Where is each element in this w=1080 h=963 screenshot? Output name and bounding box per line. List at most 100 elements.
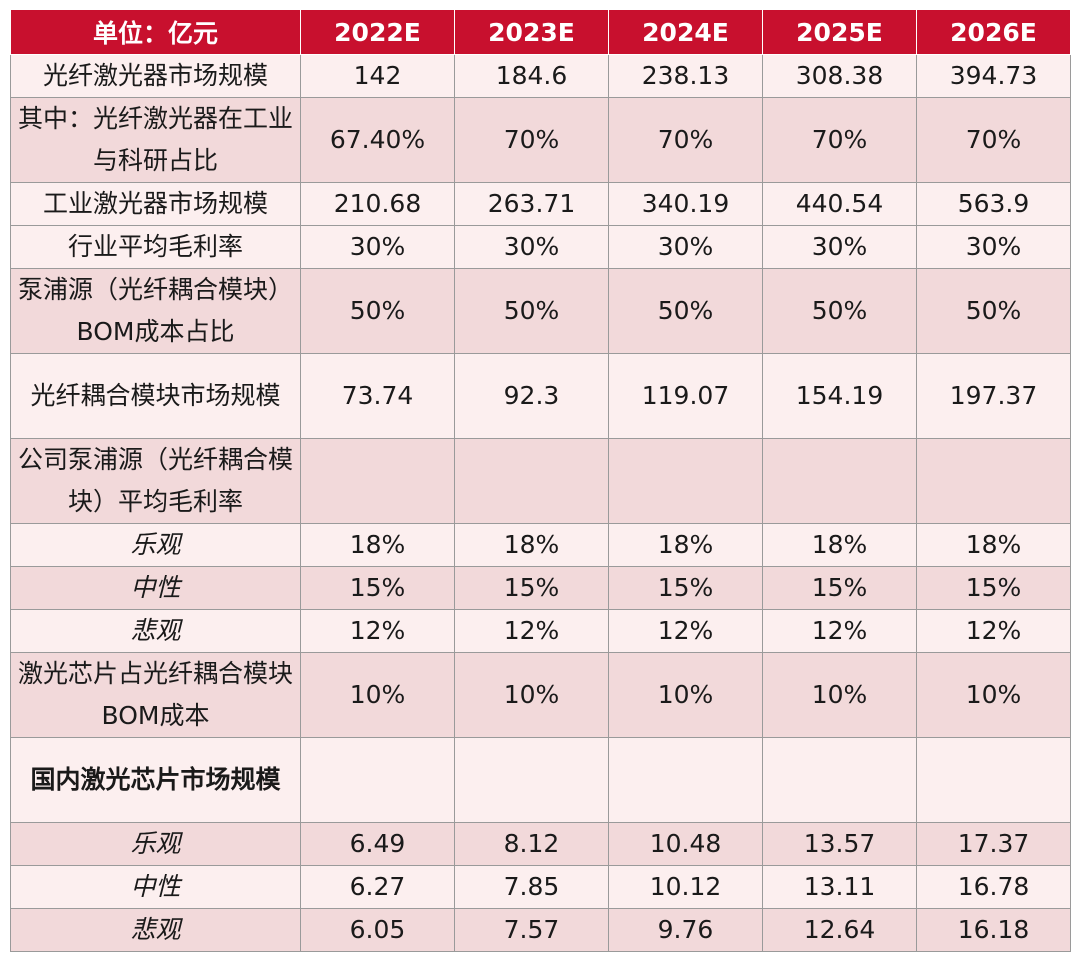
table-cell: 10.12: [608, 865, 763, 909]
table-cell: 10%: [300, 652, 455, 738]
table-cell: 154.19: [762, 353, 917, 439]
table-cell: [300, 737, 455, 823]
table-cell: 18%: [454, 523, 609, 567]
table-row: 激光芯片占光纤耦合模块 BOM成本 10% 10% 10% 10% 10%: [10, 652, 1071, 738]
table-cell: 16.78: [916, 865, 1071, 909]
table-cell: 210.68: [300, 182, 455, 226]
table-cell: 10.48: [608, 822, 763, 866]
table-cell: [608, 737, 763, 823]
table-cell: 6.05: [300, 908, 455, 952]
table-cell: 142: [300, 54, 455, 98]
row-label: 中性: [10, 566, 301, 610]
table-cell: 30%: [300, 225, 455, 269]
row-label: 泵浦源（光纤耦合模块）BOM成本占比: [10, 268, 301, 354]
table-row: 光纤耦合模块市场规模 73.74 92.3 119.07 154.19 197.37: [10, 353, 1071, 439]
table-cell: 7.85: [454, 865, 609, 909]
table-cell: 15%: [300, 566, 455, 610]
table-row: 悲观 6.05 7.57 9.76 12.64 16.18: [10, 908, 1071, 952]
table-row: 中性 6.27 7.85 10.12 13.11 16.78: [10, 865, 1071, 909]
table-row: 行业平均毛利率 30% 30% 30% 30% 30%: [10, 225, 1071, 269]
market-size-table: 单位：亿元 2022E 2023E 2024E 2025E 2026E 光纤激光…: [10, 9, 1071, 952]
table-cell: 17.37: [916, 822, 1071, 866]
table-cell: 7.57: [454, 908, 609, 952]
row-label: 光纤耦合模块市场规模: [10, 353, 301, 439]
table-cell: 10%: [454, 652, 609, 738]
row-label: 工业激光器市场规模: [10, 182, 301, 226]
table-row: 公司泵浦源（光纤耦合模块）平均毛利率: [10, 438, 1071, 524]
table-cell: 12%: [454, 609, 609, 653]
row-label: 国内激光芯片市场规模: [10, 737, 301, 823]
row-label: 悲观: [10, 908, 301, 952]
table-cell: 18%: [608, 523, 763, 567]
table-cell: 18%: [762, 523, 917, 567]
table-row: 工业激光器市场规模 210.68 263.71 340.19 440.54 563.9: [10, 182, 1071, 226]
table-cell: 440.54: [762, 182, 917, 226]
row-label: 悲观: [10, 609, 301, 653]
table-cell: 92.3: [454, 353, 609, 439]
table-cell: [608, 438, 763, 524]
table-row: 光纤激光器市场规模 142 184.6 238.13 308.38 394.73: [10, 54, 1071, 98]
row-label: 光纤激光器市场规模: [10, 54, 301, 98]
header-row: 单位：亿元 2022E 2023E 2024E 2025E 2026E: [10, 9, 1071, 55]
table-cell: 16.18: [916, 908, 1071, 952]
header-unit: 单位：亿元: [10, 9, 301, 55]
table-cell: 13.57: [762, 822, 917, 866]
table-row: 中性 15% 15% 15% 15% 15%: [10, 566, 1071, 610]
table-cell: 18%: [916, 523, 1071, 567]
table-cell: [916, 438, 1071, 524]
table-cell: 10%: [762, 652, 917, 738]
row-label: 乐观: [10, 523, 301, 567]
table-cell: 12.64: [762, 908, 917, 952]
table-cell: 67.40%: [300, 97, 455, 183]
table-cell: [762, 737, 917, 823]
header-year: 2026E: [916, 9, 1071, 55]
table-cell: 15%: [916, 566, 1071, 610]
table-cell: 50%: [916, 268, 1071, 354]
header-year: 2023E: [454, 9, 609, 55]
table-cell: 340.19: [608, 182, 763, 226]
table-cell: 50%: [608, 268, 763, 354]
table-cell: 30%: [608, 225, 763, 269]
table-cell: 30%: [762, 225, 917, 269]
table-cell: 9.76: [608, 908, 763, 952]
row-label: 其中：光纤激光器在工业与科研占比: [10, 97, 301, 183]
table-cell: 6.27: [300, 865, 455, 909]
table-cell: 10%: [916, 652, 1071, 738]
table-cell: [300, 438, 455, 524]
table-cell: 12%: [762, 609, 917, 653]
table-cell: [916, 737, 1071, 823]
table-cell: 563.9: [916, 182, 1071, 226]
table-cell: 15%: [762, 566, 917, 610]
table-cell: 50%: [300, 268, 455, 354]
table-cell: [762, 438, 917, 524]
table-cell: 50%: [762, 268, 917, 354]
table-cell: 308.38: [762, 54, 917, 98]
table-cell: 73.74: [300, 353, 455, 439]
header-year: 2025E: [762, 9, 917, 55]
table-cell: 12%: [608, 609, 763, 653]
table-cell: 30%: [454, 225, 609, 269]
table-cell: 119.07: [608, 353, 763, 439]
table-cell: 15%: [454, 566, 609, 610]
table-cell: 12%: [300, 609, 455, 653]
row-label: 激光芯片占光纤耦合模块 BOM成本: [10, 652, 301, 738]
table-cell: 184.6: [454, 54, 609, 98]
table-row: 乐观 6.49 8.12 10.48 13.57 17.37: [10, 822, 1071, 866]
table-row: 泵浦源（光纤耦合模块）BOM成本占比 50% 50% 50% 50% 50%: [10, 268, 1071, 354]
row-label: 行业平均毛利率: [10, 225, 301, 269]
table-cell: 8.12: [454, 822, 609, 866]
table-cell: 197.37: [916, 353, 1071, 439]
table-row: 乐观 18% 18% 18% 18% 18%: [10, 523, 1071, 567]
table-cell: 50%: [454, 268, 609, 354]
table-container: 单位：亿元 2022E 2023E 2024E 2025E 2026E 光纤激光…: [10, 9, 1071, 952]
table-cell: 10%: [608, 652, 763, 738]
table-row: 国内激光芯片市场规模: [10, 737, 1071, 823]
table-cell: 70%: [762, 97, 917, 183]
table-cell: 18%: [300, 523, 455, 567]
table-cell: 263.71: [454, 182, 609, 226]
table-cell: 6.49: [300, 822, 455, 866]
table-cell: 12%: [916, 609, 1071, 653]
table-cell: 15%: [608, 566, 763, 610]
table-cell: 70%: [608, 97, 763, 183]
table-row: 悲观 12% 12% 12% 12% 12%: [10, 609, 1071, 653]
